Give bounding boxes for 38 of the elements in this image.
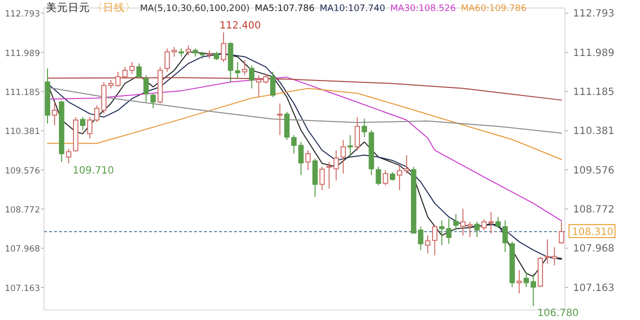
candlestick <box>453 214 459 231</box>
y2-tick-label: 111.185 <box>573 87 614 98</box>
y2-tick-label: 109.576 <box>573 165 614 176</box>
text: MA5:107.786 <box>254 4 315 14</box>
annotation: MA(5,10,30,60,100,200) <box>140 4 250 14</box>
chart-subtitle: 〈日线〉 <box>92 1 136 14</box>
candlestick <box>348 134 353 158</box>
y2-tick-label: 107.163 <box>573 282 614 294</box>
y-tick-label: 107.968 <box>4 244 40 255</box>
text: MA10:107.740 <box>320 4 386 14</box>
y2-tick-label: 111.989 <box>573 48 614 59</box>
y-tick-label: 112.793 <box>4 10 40 20</box>
candlestick <box>460 208 466 236</box>
y-tick-label: 110.381 <box>4 127 40 138</box>
annotation: 106.780 <box>537 308 579 320</box>
y-tick-label: 111.989 <box>4 48 40 59</box>
annotation: 112.400 <box>220 20 261 32</box>
text: MA30:108.526 <box>390 4 456 14</box>
y-tick-label: 109.576 <box>4 166 40 176</box>
y-tick-label: 111.185 <box>4 88 40 98</box>
candlestick <box>340 140 346 174</box>
chart-title: 美元日元 <box>46 1 90 14</box>
annotation: 109.710 <box>72 165 114 176</box>
candlestick <box>362 118 368 138</box>
line-series <box>47 77 562 101</box>
text: MA60:109.786 <box>460 4 527 14</box>
y2-tick-label: 107.968 <box>573 244 614 255</box>
y2-tick-label: 108.772 <box>573 204 614 216</box>
ref-line-label: 108.310 <box>572 227 614 238</box>
line-series <box>47 88 562 160</box>
y-tick-label: 107.163 <box>4 284 40 294</box>
candlestick <box>488 212 494 234</box>
candlestick <box>52 102 58 126</box>
candlestick <box>277 102 283 136</box>
y-tick-label: 108.772 <box>4 206 40 216</box>
candlestick <box>516 270 522 294</box>
y2-tick-label: 112.793 <box>573 8 614 20</box>
y2-tick-label: 110.381 <box>573 126 614 138</box>
